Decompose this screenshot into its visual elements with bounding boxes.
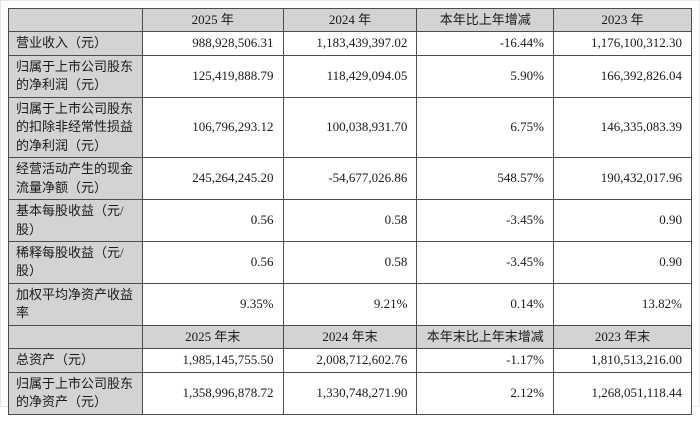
- cell-2023: 1,176,100,312.30: [553, 31, 692, 56]
- cell-2023: 146,335,083.39: [553, 96, 692, 159]
- cell-2025: 245,264,245.20: [141, 157, 284, 201]
- header-2024: 2024 年: [282, 7, 418, 33]
- cell-2025: 0.56: [141, 240, 284, 284]
- cell-2023: 0.90: [553, 240, 692, 284]
- row-label: 经营活动产生的现金流量净额（元）: [8, 157, 143, 201]
- cell-2025: 988,928,506.31: [141, 31, 284, 56]
- cell-change: 0.14%: [416, 282, 554, 326]
- cell-2023: 166,392,826.04: [553, 54, 692, 98]
- cell-change: 5.90%: [416, 54, 554, 98]
- cell-change: -3.45%: [416, 199, 554, 242]
- header-2025: 2025 年: [141, 7, 284, 33]
- cell-2023: 1,268,051,118.44: [553, 371, 692, 415]
- cell-2024: 100,038,931.70: [282, 96, 418, 159]
- row-label: 基本每股收益（元/股）: [8, 199, 143, 242]
- row-label: 稀释每股收益（元/股）: [8, 240, 143, 284]
- row-label: 归属于上市公司股东的净资产（元）: [8, 371, 143, 415]
- cell-2024: 0.58: [282, 199, 418, 242]
- cell-2025: 1,985,145,755.50: [141, 348, 284, 373]
- row-label: 加权平均净资产收益率: [8, 282, 143, 326]
- financial-summary-table: 2025 年 2024 年 本年比上年增减 2023 年 营业收入（元） 988…: [8, 7, 692, 415]
- cell-2023: 0.90: [553, 199, 692, 242]
- cell-change: 2.12%: [416, 371, 554, 415]
- cell-change: -1.17%: [416, 348, 554, 373]
- row-total-assets: 总资产（元） 1,985,145,755.50 2,008,712,602.76…: [8, 348, 692, 373]
- section1-header-row: 2025 年 2024 年 本年比上年增减 2023 年: [8, 7, 692, 33]
- cell-2024: 1,183,439,397.02: [282, 31, 418, 56]
- cell-change: -3.45%: [416, 240, 554, 284]
- header-empty-cell: [8, 7, 143, 33]
- row-label: 归属于上市公司股东的净利润（元）: [8, 54, 143, 98]
- row-operating-cash-flow: 经营活动产生的现金流量净额（元） 245,264,245.20 -54,677,…: [8, 157, 692, 201]
- cell-2023: 13.82%: [553, 282, 692, 326]
- cell-change: -16.44%: [416, 31, 554, 56]
- cell-2025: 0.56: [141, 199, 284, 242]
- cell-2024: 1,330,748,271.90: [282, 371, 418, 415]
- cell-2024: 0.58: [282, 240, 418, 284]
- cell-2024: 2,008,712,602.76: [282, 348, 418, 373]
- section2-header-row: 2025 年末 2024 年末 本年末比上年末增减 2023 年末: [8, 324, 692, 350]
- cell-change: 6.75%: [416, 96, 554, 159]
- header-2025-end: 2025 年末: [141, 324, 284, 350]
- row-label: 营业收入（元）: [8, 31, 143, 56]
- header-2024-end: 2024 年末: [282, 324, 418, 350]
- row-weighted-avg-roe: 加权平均净资产收益率 9.35% 9.21% 0.14% 13.82%: [8, 282, 692, 326]
- row-diluted-eps: 稀释每股收益（元/股） 0.56 0.58 -3.45% 0.90: [8, 240, 692, 284]
- header-yoy-change: 本年比上年增减: [416, 7, 554, 33]
- cell-2024: 9.21%: [282, 282, 418, 326]
- cell-2025: 106,796,293.12: [141, 96, 284, 159]
- cell-2025: 9.35%: [141, 282, 284, 326]
- row-net-assets-attributable: 归属于上市公司股东的净资产（元） 1,358,996,878.72 1,330,…: [8, 371, 692, 415]
- row-label: 总资产（元）: [8, 348, 143, 373]
- header-empty-cell: [8, 324, 143, 350]
- cell-change: 548.57%: [416, 157, 554, 201]
- cell-2025: 125,419,888.79: [141, 54, 284, 98]
- header-2023: 2023 年: [553, 7, 692, 33]
- cell-2023: 190,432,017.96: [553, 157, 692, 201]
- header-2023-end: 2023 年末: [553, 324, 692, 350]
- row-basic-eps: 基本每股收益（元/股） 0.56 0.58 -3.45% 0.90: [8, 199, 692, 242]
- cell-2024: -54,677,026.86: [282, 157, 418, 201]
- row-operating-revenue: 营业收入（元） 988,928,506.31 1,183,439,397.02 …: [8, 31, 692, 56]
- header-yoy-end-change: 本年末比上年末增减: [416, 324, 554, 350]
- row-label: 归属于上市公司股东的扣除非经常性损益的净利润（元）: [8, 96, 143, 159]
- row-net-profit-excl-nonrecurring: 归属于上市公司股东的扣除非经常性损益的净利润（元） 106,796,293.12…: [8, 96, 692, 159]
- cell-2023: 1,810,513,216.00: [553, 348, 692, 373]
- row-net-profit-attributable: 归属于上市公司股东的净利润（元） 125,419,888.79 118,429,…: [8, 54, 692, 98]
- cell-2025: 1,358,996,878.72: [141, 371, 284, 415]
- cell-2024: 118,429,094.05: [282, 54, 418, 98]
